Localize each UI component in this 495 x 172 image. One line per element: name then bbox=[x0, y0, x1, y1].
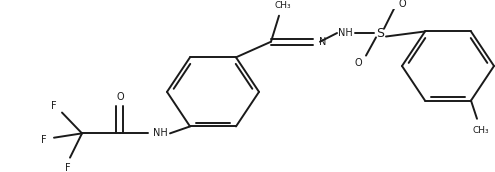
Text: O: O bbox=[354, 58, 362, 68]
Text: O: O bbox=[398, 0, 406, 9]
Text: CH₃: CH₃ bbox=[473, 126, 490, 135]
Text: CH₃: CH₃ bbox=[275, 1, 292, 10]
Text: S: S bbox=[376, 26, 384, 40]
Text: F: F bbox=[51, 101, 57, 111]
Text: N: N bbox=[319, 37, 327, 47]
Text: F: F bbox=[41, 135, 47, 145]
Text: O: O bbox=[116, 92, 124, 102]
Text: F: F bbox=[65, 163, 71, 172]
Text: NH: NH bbox=[152, 128, 167, 138]
Text: NH: NH bbox=[338, 28, 352, 38]
